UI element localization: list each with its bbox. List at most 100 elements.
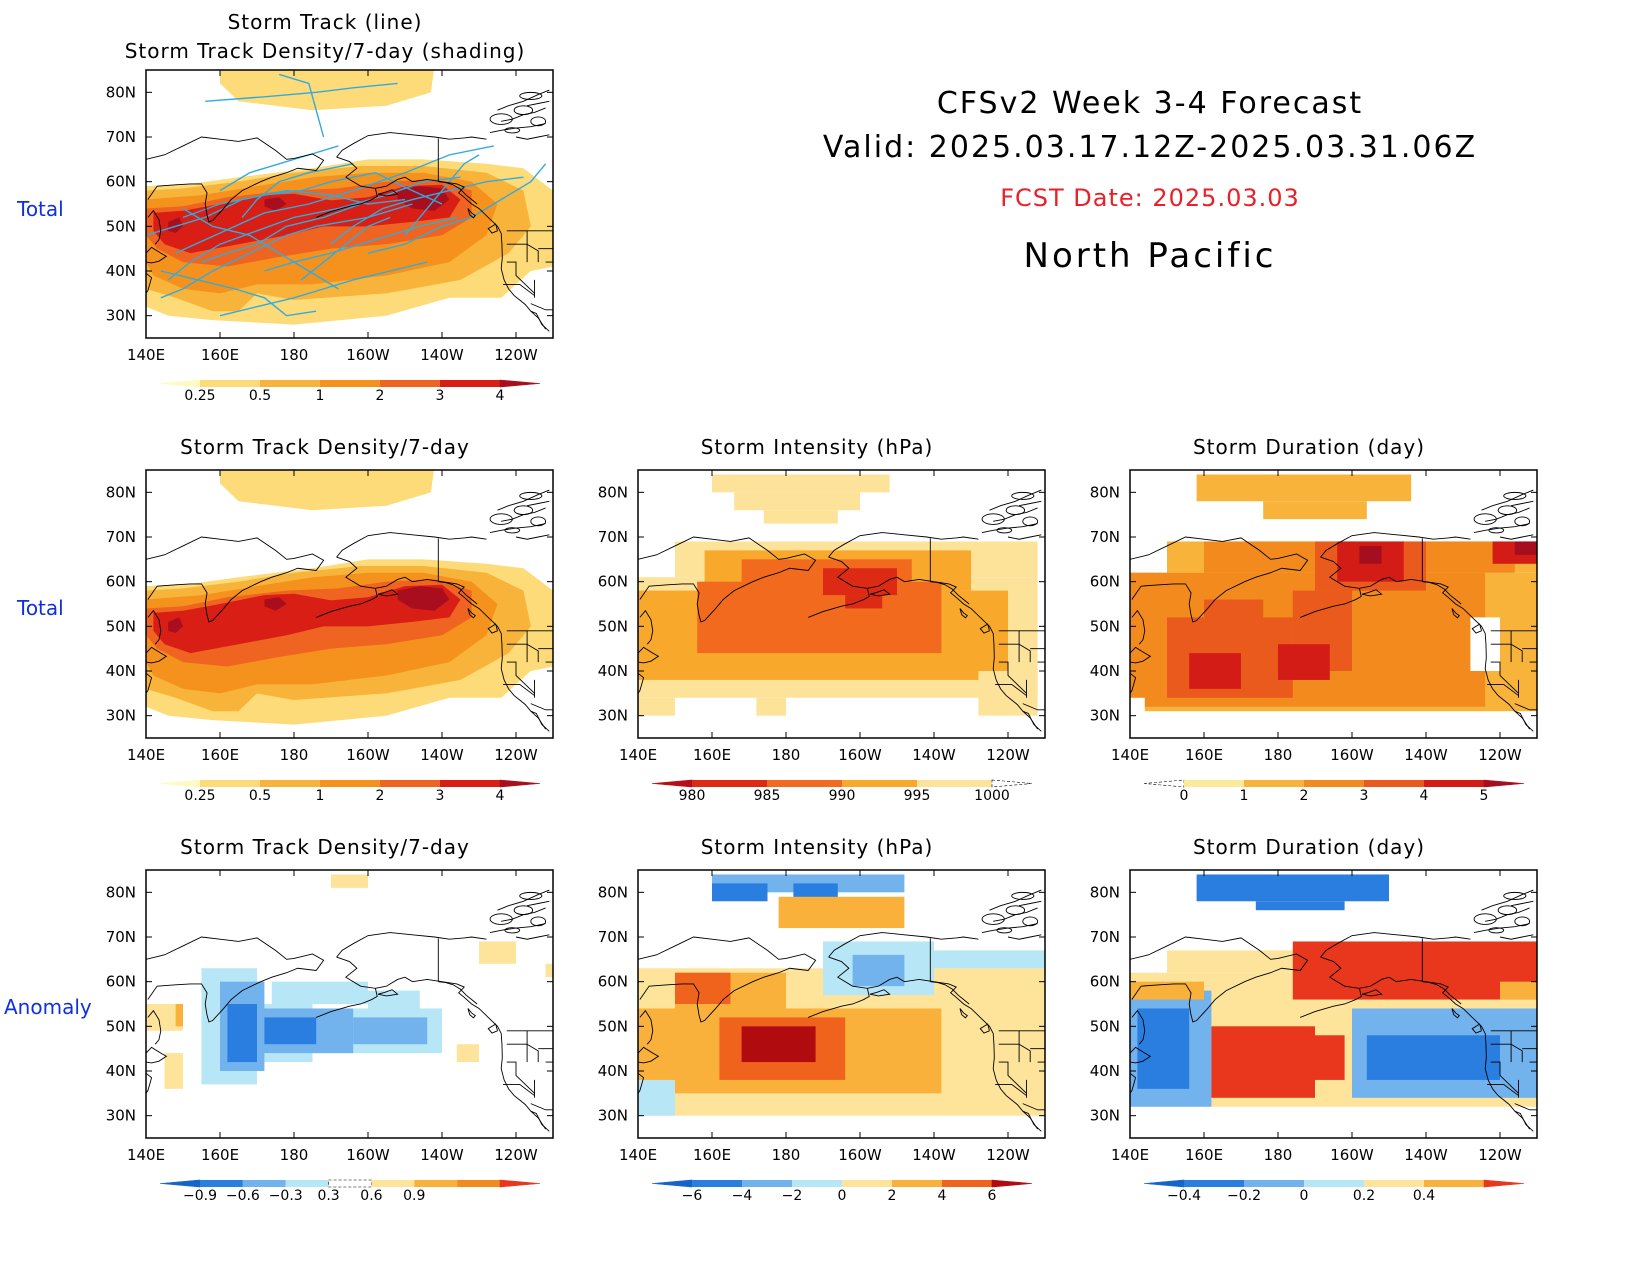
colorbar-box xyxy=(942,1180,992,1187)
colorbar-box xyxy=(1184,1180,1244,1187)
island-outline xyxy=(1503,491,1527,500)
x-tick-label: 180 xyxy=(280,346,309,364)
colorbar-box xyxy=(917,780,992,787)
intensity-cell xyxy=(978,671,1038,716)
storm-track-line xyxy=(160,203,413,299)
border-line xyxy=(1422,981,1462,1005)
island-outline xyxy=(1005,905,1026,916)
colorbar-tick-label: 2 xyxy=(376,388,385,404)
y-tick-label: 30N xyxy=(106,307,136,325)
panel-title: Storm Duration (day) xyxy=(1192,835,1426,859)
colorbar-left-arrow xyxy=(159,1179,201,1188)
island-outline xyxy=(513,905,534,916)
y-tick-label: 50N xyxy=(106,217,136,235)
island-outline xyxy=(996,927,1013,934)
coastline xyxy=(487,223,498,234)
coastline xyxy=(989,889,1042,911)
y-tick-label: 80N xyxy=(1090,483,1120,501)
coastline xyxy=(527,900,550,907)
coastline xyxy=(527,100,550,107)
map-frame xyxy=(637,469,1046,739)
coastline xyxy=(316,556,378,618)
coastline xyxy=(527,500,550,507)
colorbar-tick-label: 4 xyxy=(938,1188,947,1204)
y-tick-label: 40N xyxy=(1090,1062,1120,1080)
coastline xyxy=(530,310,550,332)
colorbar-tick-label: 0.25 xyxy=(184,388,215,404)
coastline xyxy=(1481,889,1534,911)
colorbar-tick-label: 1 xyxy=(316,388,325,404)
x-tick-label: 160E xyxy=(1185,1146,1223,1164)
island-outline xyxy=(1497,505,1518,516)
storm-track-line xyxy=(241,163,354,218)
density-core xyxy=(264,197,287,211)
colorbar-box xyxy=(1304,1180,1364,1187)
coastline xyxy=(147,609,162,645)
coastline xyxy=(808,956,870,1018)
y-tick-label: 70N xyxy=(598,928,628,946)
coastline xyxy=(375,176,546,330)
coastline xyxy=(1007,534,1042,540)
anomaly-cell xyxy=(741,1026,816,1063)
panel-title: Storm Track Density/7-day xyxy=(180,835,470,859)
island-outline xyxy=(1514,916,1531,927)
border-line xyxy=(1487,683,1519,696)
colorbar-tick-label: 0 xyxy=(838,1188,847,1204)
border-line xyxy=(503,283,535,296)
coastline-group xyxy=(1130,489,1537,732)
coastline xyxy=(530,1110,550,1132)
coastline xyxy=(638,1046,660,1064)
island-outline xyxy=(1473,513,1497,525)
coastline xyxy=(1022,710,1042,732)
x-tick-label: 180 xyxy=(1264,1146,1293,1164)
map-chart: 140E 160E 180 160W 140W 120W 80N 70N 60N 50N 40N 30… xyxy=(598,869,1046,1204)
colorbar-box xyxy=(1364,1180,1424,1187)
duration-gap xyxy=(1130,697,1145,716)
coastline xyxy=(1361,589,1383,597)
border-line xyxy=(503,1083,535,1096)
colorbar-right-arrow xyxy=(1483,779,1525,788)
density-core xyxy=(264,597,287,611)
colorbar-box xyxy=(1424,780,1484,787)
border-line xyxy=(1018,1030,1031,1063)
x-tick-label: 160W xyxy=(1330,746,1374,764)
x-tick-label: 180 xyxy=(772,746,801,764)
field-group xyxy=(146,874,553,1089)
anomaly-cell xyxy=(164,1053,183,1089)
colorbar-box xyxy=(380,380,440,387)
border-line xyxy=(530,303,553,311)
density-total-panel: Storm Track Density/7-day 140E 160E 180 160… xyxy=(60,425,590,825)
colorbar-tick-label: 4 xyxy=(1420,788,1429,804)
island-outline xyxy=(519,491,543,500)
y-tick-label: 80N xyxy=(106,883,136,901)
x-tick-label: 180 xyxy=(280,746,309,764)
border-line xyxy=(526,630,539,663)
y-tick-label: 50N xyxy=(1090,1017,1120,1035)
colorbar-right-arrow xyxy=(1483,1179,1525,1188)
map-chart: 140E 160E 180 160W 140W 120W 80N 70N 60N 50N 40N 30… xyxy=(598,469,1046,804)
colorbar-left-arrow xyxy=(159,779,201,788)
colorbar-tick-label: −0.2 xyxy=(1227,1188,1261,1204)
coastline xyxy=(1130,672,1137,694)
region-name: North Pacific xyxy=(1023,236,1277,276)
x-tick-label: 160E xyxy=(201,1146,239,1164)
colorbar-left-arrow xyxy=(651,1179,693,1188)
x-tick-label: 140E xyxy=(619,746,657,764)
y-tick-label: 40N xyxy=(1090,662,1120,680)
anomaly-cell xyxy=(1500,981,1537,1000)
border-line xyxy=(1514,703,1537,711)
anomaly-cell xyxy=(264,1017,317,1045)
border-line xyxy=(1510,1030,1523,1063)
field-group xyxy=(638,474,1038,716)
y-tick-label: 40N xyxy=(106,262,136,280)
colorbar-box xyxy=(1424,1180,1484,1187)
coastline-group xyxy=(1130,889,1537,1132)
island-outline xyxy=(530,916,547,927)
x-tick-label: 140E xyxy=(1111,1146,1149,1164)
colorbar-tick-label: 1000 xyxy=(974,788,1010,804)
coastline xyxy=(808,556,870,618)
storm-track-line xyxy=(219,145,339,192)
coastline xyxy=(146,672,153,694)
intensity-total-panel: Storm Intensity (hPa) 140E 160E 180 160W 140… xyxy=(552,425,1082,825)
island-outline xyxy=(1011,891,1035,900)
